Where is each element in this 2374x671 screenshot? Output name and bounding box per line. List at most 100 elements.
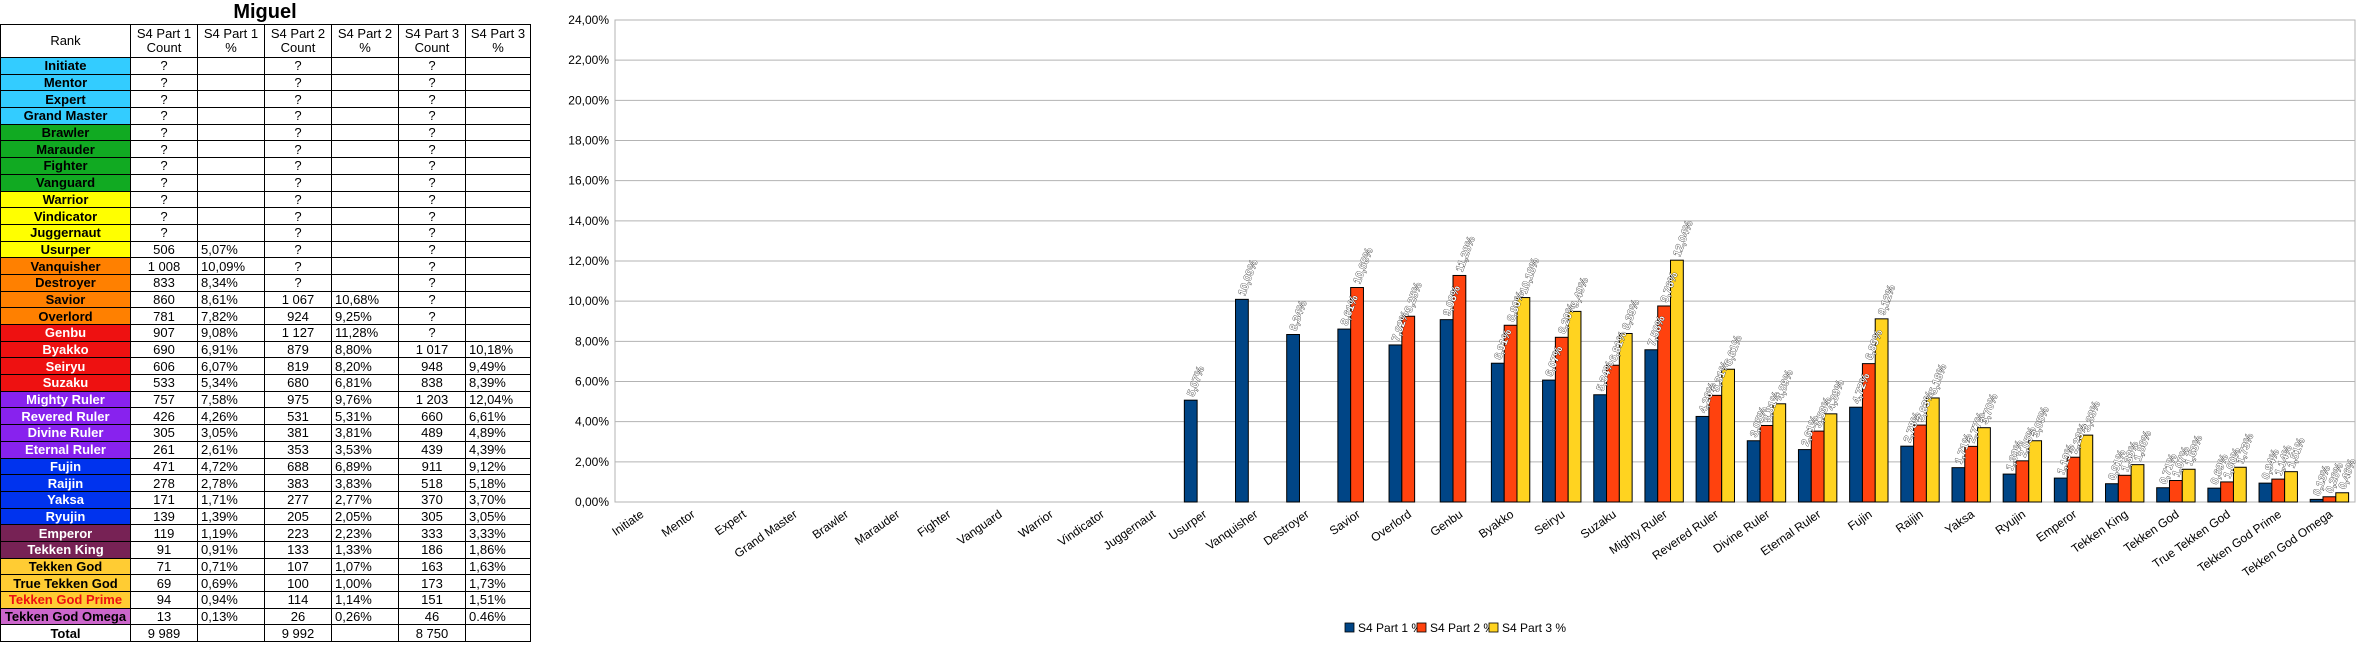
bar-1 bbox=[1695, 415, 1710, 503]
percent-cell: 11,28% bbox=[331, 324, 399, 342]
x-tick-label: Marauder bbox=[852, 507, 902, 548]
y-tick-label: 12,00% bbox=[568, 254, 609, 268]
percent-cell bbox=[465, 90, 531, 109]
x-tick-label: Fujin bbox=[1845, 507, 1874, 533]
percent-cell: 4,72% bbox=[197, 457, 265, 476]
rank-name-cell: Brawler bbox=[0, 123, 131, 142]
percent-cell: 10,09% bbox=[197, 257, 265, 275]
x-tick-label: Warrior bbox=[1016, 507, 1056, 541]
rank-name-cell: Usurper bbox=[0, 240, 131, 259]
percent-cell: 1,14% bbox=[331, 591, 399, 609]
count-cell: 506 bbox=[130, 240, 198, 259]
percent-cell: 8,61% bbox=[197, 290, 265, 309]
percent-cell: 6,91% bbox=[197, 340, 265, 359]
percent-cell: 4,26% bbox=[197, 407, 265, 426]
x-tick-label: Seiryu bbox=[1532, 507, 1568, 538]
count-cell: ? bbox=[264, 107, 332, 125]
bar-3 bbox=[1516, 297, 1531, 503]
count-cell: ? bbox=[264, 207, 332, 225]
count-cell: 680 bbox=[264, 374, 332, 392]
percent-cell bbox=[331, 223, 399, 242]
bar-2 bbox=[2117, 474, 2132, 503]
data-label: 4,39% bbox=[1825, 378, 1847, 412]
percent-cell: 1,19% bbox=[197, 524, 265, 542]
count-cell: 94 bbox=[130, 591, 198, 609]
count-cell: 383 bbox=[264, 474, 332, 492]
bar-1 bbox=[1951, 467, 1966, 503]
percent-cell bbox=[331, 157, 399, 175]
count-cell: ? bbox=[130, 107, 198, 125]
bar-1 bbox=[1797, 449, 1812, 503]
percent-cell bbox=[197, 123, 265, 142]
bar-1 bbox=[1235, 298, 1249, 503]
count-cell: 261 bbox=[130, 440, 198, 459]
chart-legend: S4 Part 1 % S4 Part 2 % S4 Part 3 % bbox=[1344, 621, 1566, 635]
data-label: 9,12% bbox=[1876, 283, 1898, 317]
bar-1 bbox=[1388, 344, 1403, 503]
data-label: 11,28% bbox=[1454, 235, 1478, 274]
percent-cell: 2,77% bbox=[331, 490, 399, 509]
count-cell: 278 bbox=[130, 474, 198, 492]
rank-name-cell: Fujin bbox=[0, 457, 131, 476]
table-row: Overlord 781 7,82% 924 9,25%? bbox=[0, 307, 531, 325]
rank-name-cell: Mighty Ruler bbox=[0, 390, 131, 409]
data-label: 8,34% bbox=[1288, 299, 1310, 333]
data-label: 9,25% bbox=[1403, 281, 1425, 315]
x-tick-label: Savior bbox=[1327, 507, 1363, 538]
chart-bars bbox=[1183, 259, 2350, 503]
percent-cell: 6,61% bbox=[465, 407, 531, 426]
bar-2 bbox=[2271, 478, 2286, 503]
count-cell: ? bbox=[398, 123, 466, 142]
bar-1 bbox=[2207, 487, 2222, 503]
count-cell: 426 bbox=[130, 407, 198, 426]
bar-3 bbox=[1874, 318, 1889, 503]
percent-cell bbox=[331, 123, 399, 142]
x-tick-label: Initiate bbox=[609, 507, 646, 539]
count-cell: 353 bbox=[264, 440, 332, 459]
percent-cell: 1,07% bbox=[331, 557, 399, 576]
percent-cell bbox=[331, 107, 399, 125]
percent-cell: 2,61% bbox=[197, 440, 265, 459]
x-tick-label: Tekken God Prime bbox=[2195, 507, 2284, 575]
count-cell: ? bbox=[130, 173, 198, 192]
rank-name-cell: Warrior bbox=[0, 190, 131, 209]
table-row: Fujin 471 4,72% 688 6,89% 911 9,12% bbox=[0, 457, 531, 476]
column-header: S4 Part 2 % bbox=[331, 24, 399, 58]
percent-cell bbox=[197, 73, 265, 92]
x-tick-label: Overlord bbox=[1368, 507, 1414, 545]
chart-gridlines bbox=[614, 19, 2356, 503]
percent-cell bbox=[465, 157, 531, 175]
percent-cell bbox=[197, 90, 265, 109]
bar-3 bbox=[2284, 471, 2298, 503]
column-header: S4 Part 1 Count bbox=[130, 24, 198, 58]
percent-cell bbox=[465, 290, 531, 309]
column-header: S4 Part 3 Count bbox=[398, 24, 466, 58]
table-row: Tekken God Prime 94 0,94% 114 1,14% 151 1,51% bbox=[0, 591, 531, 609]
bar-3 bbox=[1823, 413, 1838, 503]
legend-swatch bbox=[1344, 622, 1355, 633]
rank-name-cell: Tekken God bbox=[0, 557, 131, 576]
percent-cell: 1,73% bbox=[465, 574, 531, 592]
bar-1 bbox=[1542, 379, 1556, 503]
count-cell: ? bbox=[398, 73, 466, 92]
table-row: Emperor 119 1,19% 223 2,23% 333 3,33% bbox=[0, 524, 531, 542]
count-cell: 26 bbox=[264, 607, 332, 626]
percent-cell bbox=[197, 157, 265, 175]
bar-2 bbox=[1452, 274, 1467, 503]
count-cell: 133 bbox=[264, 540, 332, 559]
count-cell: ? bbox=[398, 157, 466, 175]
count-cell: 119 bbox=[130, 524, 198, 542]
table-row: Initiate??? bbox=[0, 57, 531, 75]
percent-cell bbox=[331, 173, 399, 192]
percent-cell bbox=[331, 140, 399, 159]
percent-cell bbox=[465, 273, 531, 292]
count-cell: ? bbox=[398, 207, 466, 225]
percent-cell: 3,05% bbox=[197, 424, 265, 442]
percent-cell: 5,18% bbox=[465, 474, 531, 492]
data-label: 1,73% bbox=[2234, 432, 2256, 466]
table-row: Yaksa 171 1,71% 277 2,77% 370 3,70% bbox=[0, 490, 531, 509]
table-row: Ryujin 139 1,39% 205 2,05% 305 3,05% bbox=[0, 507, 531, 526]
count-cell: ? bbox=[398, 223, 466, 242]
x-tick-label: Suzaku bbox=[1578, 507, 1619, 541]
count-cell: ? bbox=[264, 57, 332, 75]
